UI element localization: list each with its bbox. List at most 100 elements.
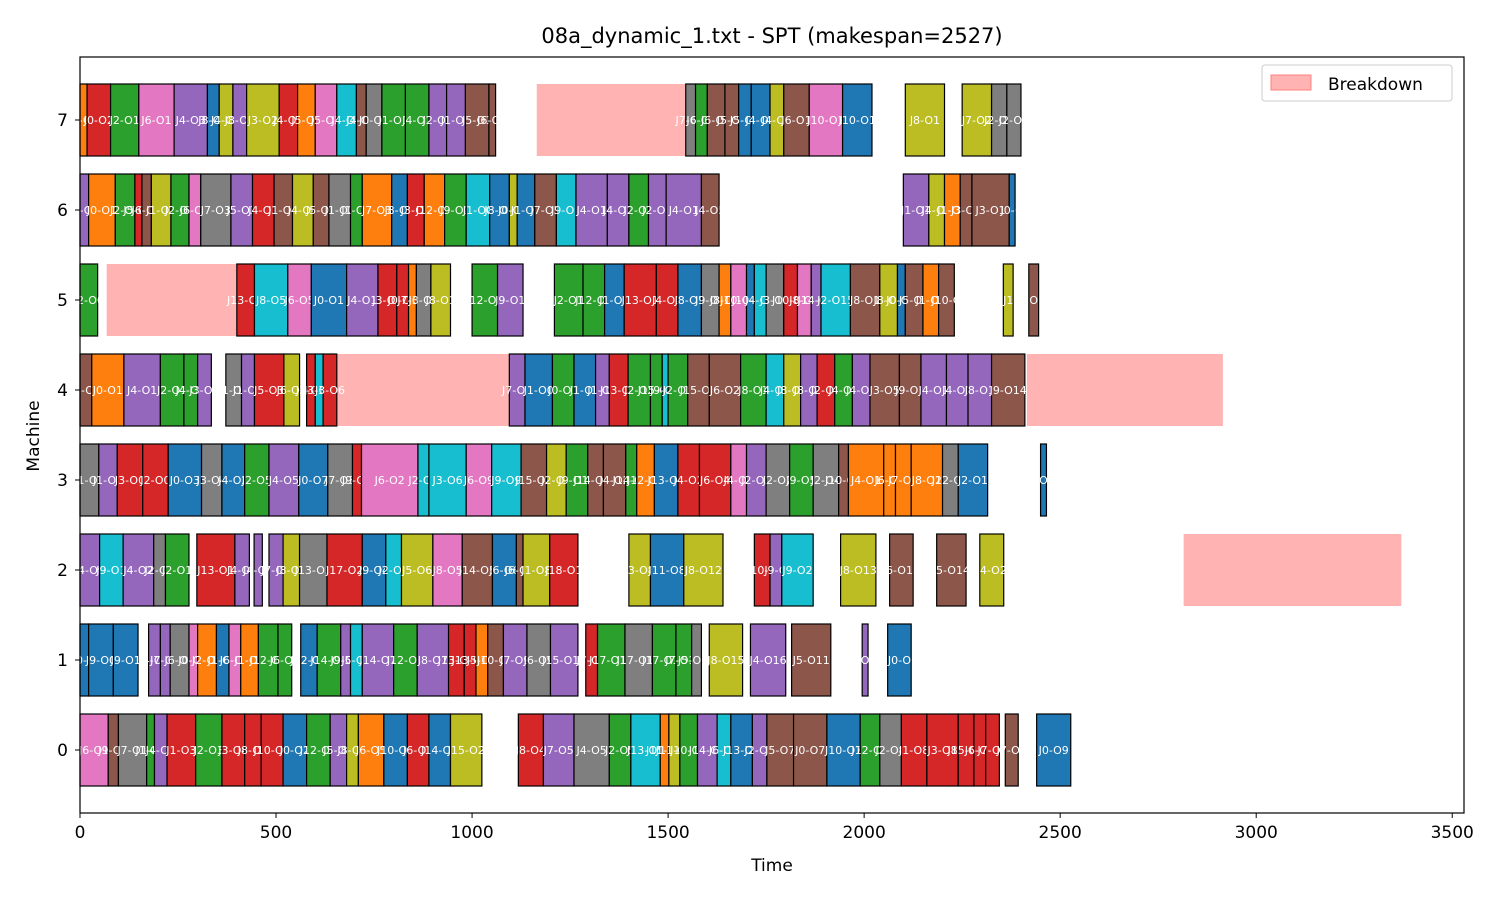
operation-label: J4-O1 xyxy=(126,384,157,397)
operation-label: J8-O13 xyxy=(839,564,877,577)
operation-label: J4-O1 xyxy=(346,294,377,307)
operation-label: J9-O14 xyxy=(989,384,1027,397)
operation-bar xyxy=(88,623,114,697)
operation-label: J6-O1 xyxy=(140,114,171,127)
operation-label: J2-O3 xyxy=(740,474,771,487)
operation-bar xyxy=(841,83,873,157)
operation-label: J3-O4 xyxy=(196,474,227,487)
operation-bar xyxy=(683,533,724,607)
operation-label: J1-O1 xyxy=(569,384,600,397)
operation-label: J1-O2 xyxy=(145,204,176,217)
operation-label: J9-O1 xyxy=(439,204,470,217)
operation-label: J2-O5 xyxy=(604,744,635,757)
operation-label: J4-O5 xyxy=(694,204,725,217)
y-tick-label: 4 xyxy=(57,381,68,401)
operation-label: J2-O3 xyxy=(193,744,224,757)
operation-label: J9-O13 xyxy=(557,474,595,487)
operation-bar xyxy=(840,533,877,607)
legend-frame xyxy=(1261,64,1453,102)
operation-label: J11-O8 xyxy=(648,564,686,577)
operation-label: J2-O1 xyxy=(623,204,654,217)
operation-bar xyxy=(900,713,928,787)
operation-bar xyxy=(524,353,554,427)
operation-bar xyxy=(957,443,989,517)
operation-bar xyxy=(781,533,814,607)
operation-label: J6-O9 xyxy=(523,654,554,667)
operation-label: J14-O7 xyxy=(358,654,396,667)
operation-label: J2-O3 xyxy=(810,384,841,397)
operation-bar xyxy=(1039,443,1048,517)
operation-label: J17-O2 xyxy=(325,564,363,577)
operation-label: J6-O1 xyxy=(476,114,507,127)
operations-layer: J6-O1J9-O0J7-O1J1-O0J4-O1J1-O3J2-O3J3-O4… xyxy=(65,83,1072,787)
operation-bar xyxy=(517,713,545,787)
operation-label: J2-O1 xyxy=(641,204,672,217)
operation-bar xyxy=(112,623,139,697)
operation-label: J7-O3 xyxy=(361,204,392,217)
operation-label: J6-O3 xyxy=(163,654,194,667)
operation-label: J1-O4 xyxy=(267,204,298,217)
operation-label: O xyxy=(1029,294,1038,307)
operation-label: J13-O5 xyxy=(626,744,664,757)
operation-bar xyxy=(109,83,140,157)
operation-label: J5-O12 xyxy=(677,654,715,667)
operation-bar xyxy=(360,443,419,517)
operation-label: J4-O3 xyxy=(175,114,206,127)
operation-bar xyxy=(849,263,881,337)
y-tick-label: 5 xyxy=(57,291,68,311)
operation-label: J7-O3 xyxy=(200,204,231,217)
operation-label: J4-O1 xyxy=(941,384,972,397)
operation-label: J7-O9 xyxy=(499,654,530,667)
operation-bar xyxy=(117,713,148,787)
operation-bar xyxy=(902,173,930,247)
operation-label: J2-O1 xyxy=(109,114,140,127)
operation-label: J2-O2 xyxy=(762,474,793,487)
operation-label: J8-O1 xyxy=(674,294,705,307)
operation-bar xyxy=(428,443,467,517)
breakdown-bar xyxy=(1026,354,1223,426)
operation-label: J8-O2 xyxy=(911,474,942,487)
operation-label: J6-O9 xyxy=(463,474,494,487)
operation-label: J4-O1 xyxy=(576,204,607,217)
operation-label: J15-O3 xyxy=(514,474,552,487)
operation-bar xyxy=(298,533,328,607)
operation-bar xyxy=(573,713,610,787)
operation-bar xyxy=(808,83,844,157)
operation-label: J12-O1 xyxy=(574,294,612,307)
operation-label: J8-O1 xyxy=(425,294,456,307)
operation-label: J6-O4 xyxy=(699,474,730,487)
operation-label: J8-O4 xyxy=(515,744,546,757)
operation-bar xyxy=(1028,263,1040,337)
operation-bar xyxy=(971,173,1010,247)
operation-label: J4-O1 xyxy=(668,204,699,217)
operation-label: J5-O3 xyxy=(290,114,321,127)
operation-label: J0-O3 xyxy=(169,474,200,487)
operation-label: J3-O4 xyxy=(217,744,248,757)
operation-label: J3-O1 xyxy=(188,384,219,397)
operation-label: J12-O4 xyxy=(249,654,287,667)
operation-label: J3-O0 xyxy=(114,474,145,487)
operation-label: J3-O5 xyxy=(869,384,900,397)
x-axis-label: Time xyxy=(750,856,793,876)
operation-bar xyxy=(549,533,579,607)
operation-label: J4-O2 xyxy=(598,474,629,487)
operation-bar xyxy=(792,713,828,787)
operation-bar xyxy=(246,83,280,157)
operation-bar xyxy=(985,713,1000,787)
operation-label: J0-O7 xyxy=(794,744,825,757)
operation-bar xyxy=(869,353,901,427)
operation-label: J6-O2 xyxy=(374,474,405,487)
operation-label: J1-O1 xyxy=(440,114,471,127)
operation-label: J8-O5 xyxy=(255,294,286,307)
operation-label: J4-O16 xyxy=(748,654,786,667)
operation-label: J4-O1 xyxy=(651,294,682,307)
operation-label: J10-O4 xyxy=(376,744,414,757)
operation-bar xyxy=(138,83,175,157)
operation-bar xyxy=(920,353,948,427)
operation-label: J13-O1 xyxy=(621,294,659,307)
operation-label: J8-O3 xyxy=(275,564,306,577)
operation-label: J8-O1 xyxy=(909,114,940,127)
operation-label: J2-O2 xyxy=(623,384,654,397)
operation-bar xyxy=(708,353,742,427)
operation-bar xyxy=(123,353,161,427)
